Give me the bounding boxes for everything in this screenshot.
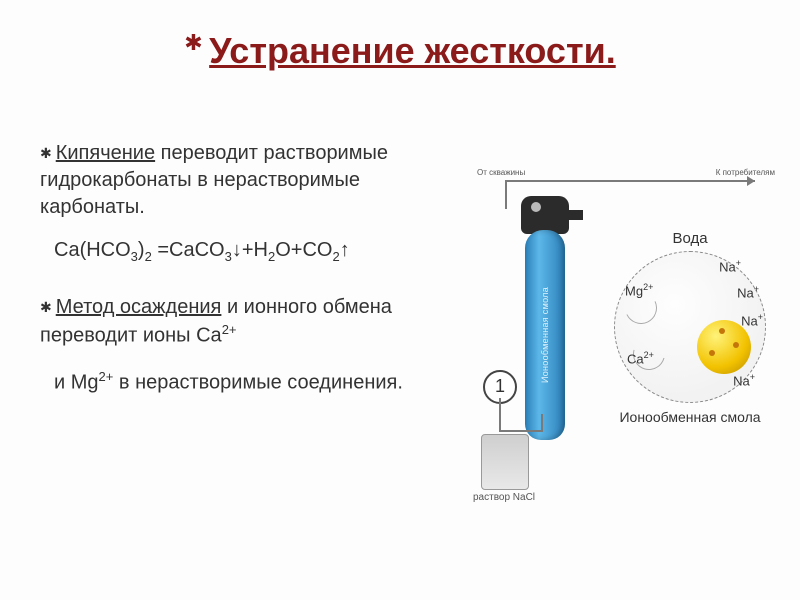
pipe-label-right: К потребителям [716,168,775,177]
brine-label: раствор NaCl [469,492,539,503]
dot-icon [709,350,715,356]
ion-na: Na+ [719,258,741,274]
sphere-caption: Ионообменная смола [605,409,775,426]
brine-pipes [499,398,541,432]
bullet-2-lead: Метод осаждения [56,296,222,318]
ion-mg: Mg2+ [625,282,653,298]
ion-na: Na+ [737,284,759,300]
ion-na: Na+ [741,312,763,328]
formula: Ca(HCO3)2 =CaCO3↓+H2O+CO2↑ [54,239,470,264]
title-block: ✱ Устранение жесткости. [40,30,760,72]
and-mg: и Mg [54,371,99,393]
star-icon: ✱ [184,30,202,56]
dot-icon [733,342,739,348]
star-icon: ✱ [40,298,52,317]
diagram: От скважины К потребителям Ионообменная … [475,170,775,500]
resin-bead [697,320,751,374]
tank-head [521,196,569,234]
text-content: ✱Кипячение переводит растворимые гидрока… [40,140,470,414]
sphere-top-label: Вода [605,230,775,247]
bullet-1-lead: Кипячение [56,142,155,164]
pipe-label-left: От скважины [477,168,525,177]
slide-title: Устранение жесткости. [209,30,616,71]
tank-label: Ионообменная смола [540,287,550,383]
ion-ca: Ca2+ [627,350,654,366]
slide: ✱ Устранение жесткости. ✱Кипячение перев… [0,0,800,600]
brine-tank [481,434,529,490]
ion-na: Na+ [733,372,755,388]
pipe-top [505,180,755,184]
dot-icon [719,328,725,334]
bullet-2-tail: в нерастворимые соединения. [113,371,403,393]
bullet-1: ✱Кипячение переводит растворимые гидрока… [40,140,470,221]
bullet-2b: и Mg2+ в нерастворимые соединения. [54,368,470,397]
star-icon: ✱ [40,144,52,163]
sphere-wrap: Вода Mg2+ Ca2+ Na+ Na+ Na+ Na+ Ионообмен… [605,230,775,426]
sphere: Mg2+ Ca2+ Na+ Na+ Na+ Na+ [614,251,766,403]
bullet-2: ✱Метод осаждения и ионного обмена перево… [40,294,470,350]
